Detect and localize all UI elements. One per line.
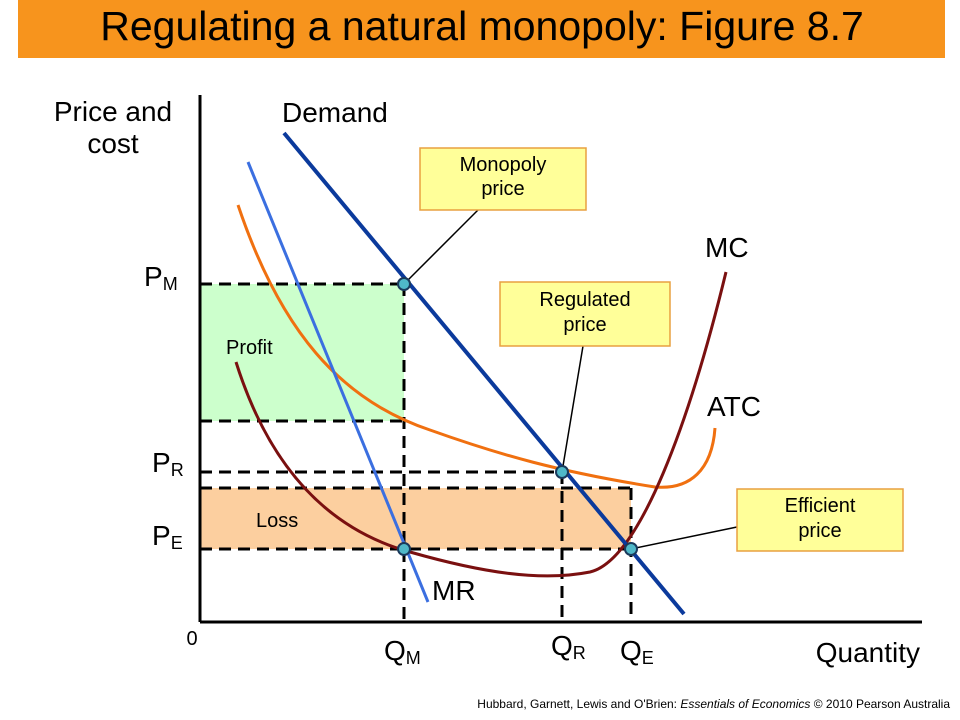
- loss-label: Loss: [256, 510, 298, 532]
- footer: Hubbard, Garnett, Lewis and O'Brien: Ess…: [477, 697, 950, 711]
- atc-curve: [236, 204, 717, 489]
- callout-boxes: [419, 147, 904, 552]
- callout-line: price: [481, 178, 524, 200]
- profit-label: Profit: [226, 337, 273, 359]
- connectors: [403, 209, 738, 550]
- price-label: PM: [144, 261, 178, 294]
- guide-lines: [200, 282, 633, 622]
- origin-label: 0: [186, 628, 197, 650]
- quantity-label: QE: [620, 635, 654, 668]
- loss-area: [200, 488, 631, 549]
- mr-label: MR: [432, 575, 476, 606]
- price-label: PR: [152, 447, 184, 480]
- mr-curve: [246, 161, 430, 603]
- callout-line: Monopoly: [460, 154, 547, 176]
- callout-line: Regulated: [539, 289, 630, 311]
- callout-line: price: [798, 520, 841, 542]
- demand-label: Demand: [282, 97, 388, 128]
- quantity-label: QR: [551, 630, 586, 663]
- equilibrium-points: [397, 277, 638, 556]
- demand-curve: [282, 131, 686, 616]
- price-label: PE: [152, 520, 183, 553]
- x-axis-label: Quantity: [816, 637, 920, 668]
- profit-area: [200, 284, 404, 421]
- quantity-label: QM: [384, 635, 421, 668]
- y-axis-label: Price and: [54, 96, 172, 127]
- mc-label: MC: [705, 232, 749, 263]
- title: Regulating a natural monopoly: Figure 8.…: [100, 3, 864, 49]
- mc-curve: [234, 271, 728, 578]
- callout-line: Efficient: [785, 495, 856, 517]
- callout-line: price: [563, 314, 606, 336]
- title-bar: [18, 0, 945, 58]
- atc-label: ATC: [707, 391, 761, 422]
- y-axis-label: cost: [87, 128, 139, 159]
